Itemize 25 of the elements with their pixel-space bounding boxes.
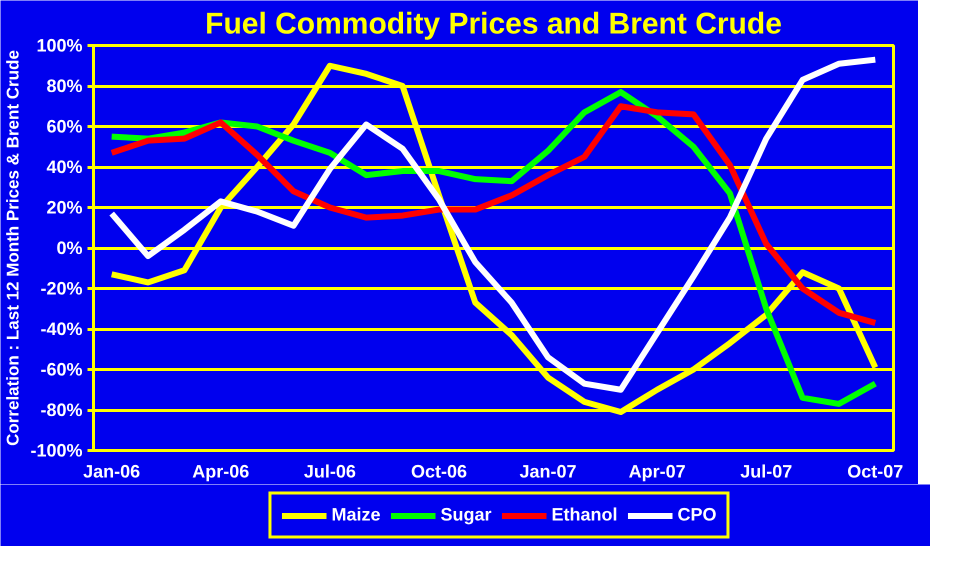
legend-label: Ethanol <box>552 504 618 526</box>
x-tick-label: Jul-06 <box>304 462 356 482</box>
x-tick-label: Jan-06 <box>83 462 140 482</box>
chart-title: Fuel Commodity Prices and Brent Crude <box>205 8 782 40</box>
y-tick-label: 0% <box>56 238 82 258</box>
x-tick-label: Apr-07 <box>628 462 686 482</box>
y-tick-label: -60% <box>40 360 83 380</box>
legend-label: CPO <box>678 504 717 526</box>
y-tick-label: 60% <box>46 116 83 136</box>
x-tick-label: Jan-07 <box>520 462 577 482</box>
y-axis-title: Correlation : Last 12 Month Prices & Brent Crude <box>3 50 22 446</box>
x-tick-label: Jul-07 <box>740 462 792 482</box>
y-tick-label: -40% <box>40 319 83 339</box>
y-tick-label: 20% <box>46 198 83 218</box>
x-tick-label: Oct-06 <box>410 462 467 482</box>
legend-label: Sugar <box>440 504 492 526</box>
y-tick-label: -80% <box>40 400 83 420</box>
x-tick-label: Apr-06 <box>192 462 250 482</box>
legend-label: Maize <box>331 504 380 526</box>
y-tick-label: -20% <box>40 278 83 298</box>
y-tick-label: 40% <box>46 157 83 177</box>
y-tick-label: -100% <box>30 440 82 460</box>
y-tick-label: 100% <box>36 36 83 56</box>
x-tick-label: Oct-07 <box>847 462 904 482</box>
y-tick-label: 80% <box>46 76 83 96</box>
